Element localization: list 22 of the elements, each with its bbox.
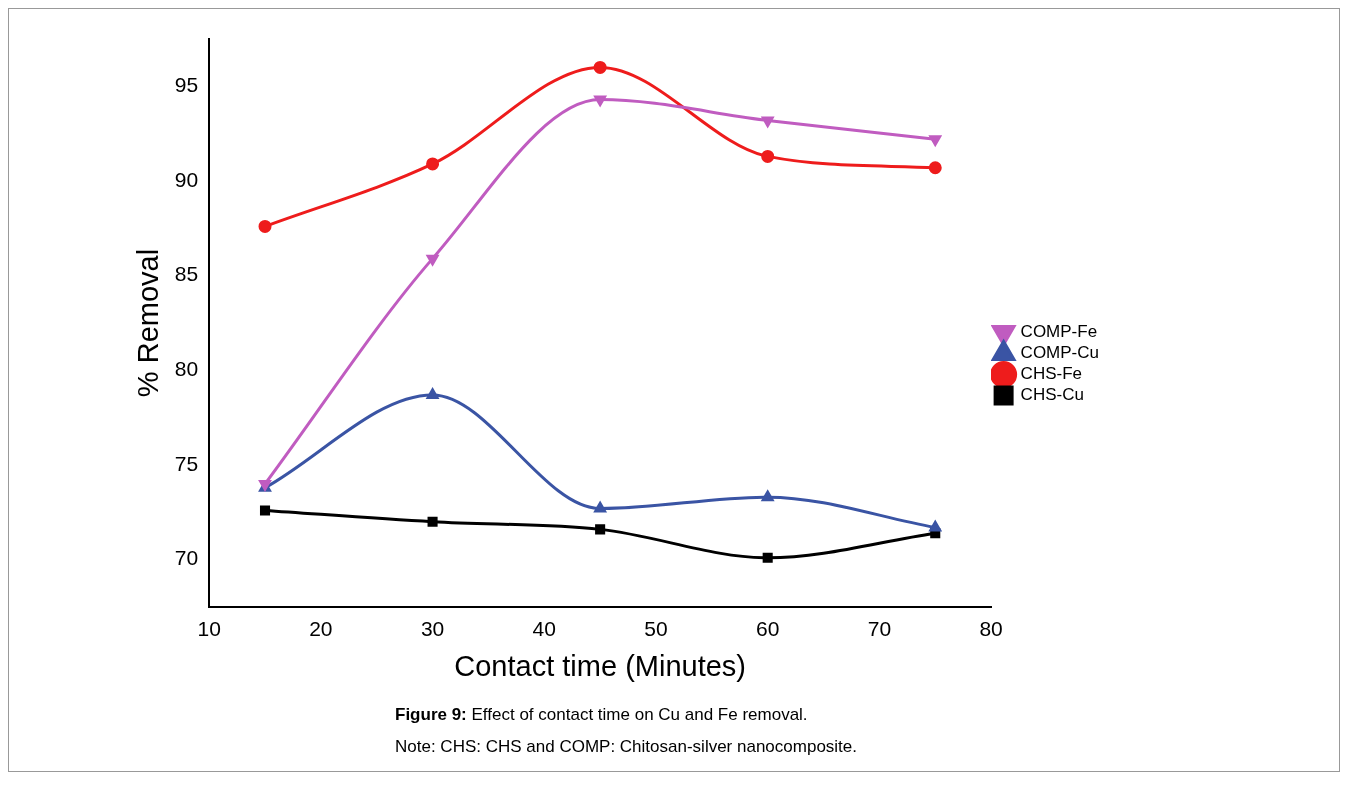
y-tick-label: 90: [174, 167, 199, 191]
text: Note: CHS: CHS and COMP: Chitosan-silver nanocomposite.: [395, 736, 858, 758]
text: Figure 9: Effect of contact time on Cu and Fe removal.: [395, 705, 808, 724]
x-tick-label: 10: [197, 617, 221, 641]
x-tick-label: 80: [979, 617, 1003, 641]
y-axis-title: % Removal: [132, 248, 165, 398]
x-axis-title: Contact time (Minutes): [454, 649, 746, 682]
y-tick-label: 85: [174, 262, 199, 286]
legend-label: COMP-Cu: [1020, 343, 1100, 363]
legend-label: CHS-Cu: [1020, 385, 1084, 405]
legend-label: CHS-Fe: [1020, 364, 1083, 384]
y-tick-label: 80: [174, 357, 199, 381]
x-tick-label: 70: [867, 617, 892, 641]
y-tick-label: 70: [174, 546, 199, 570]
x-tick-label: 20: [309, 617, 333, 641]
x-tick-label: 60: [756, 617, 780, 641]
x-tick-label: 30: [420, 617, 445, 641]
legend-label: COMP-Fe: [1020, 322, 1098, 342]
y-tick-label: 95: [174, 73, 199, 97]
x-tick-label: 50: [644, 617, 668, 641]
y-tick-label: 75: [174, 451, 199, 475]
x-tick-label: 40: [532, 617, 556, 641]
